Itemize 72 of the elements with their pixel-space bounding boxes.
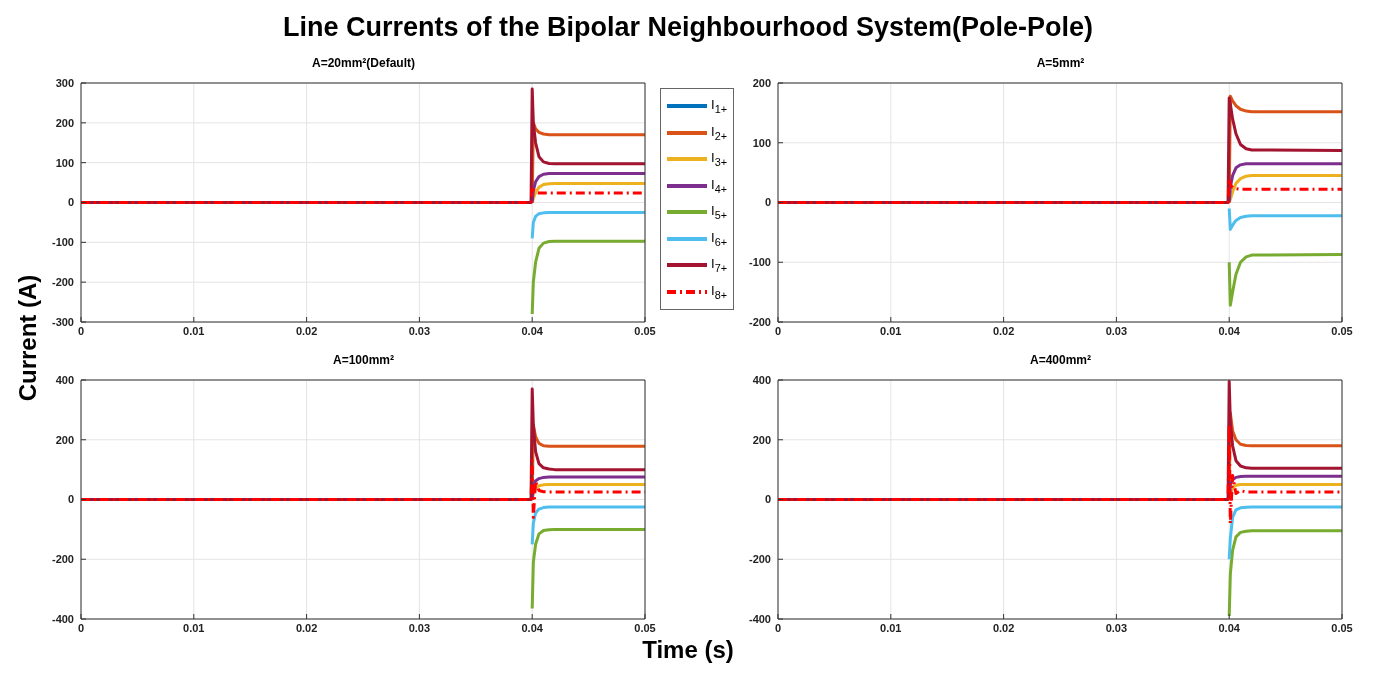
- y-tick-label: 200: [55, 116, 74, 129]
- legend-label: I$_{5+}$: [711, 203, 727, 222]
- x-tick-label: 0.05: [1331, 621, 1353, 634]
- y-tick-label: -200: [51, 553, 74, 566]
- x-tick-label: 0: [774, 621, 782, 634]
- y-tick-label: 0: [764, 196, 771, 209]
- y-tick-label: 400: [752, 373, 771, 386]
- y-tick-label: -100: [748, 256, 771, 269]
- y-tick-label: 400: [55, 373, 74, 386]
- x-tick-label: 0.03: [1105, 621, 1128, 634]
- x-tick-label: 0.04: [521, 324, 544, 337]
- line-series: [81, 185, 645, 204]
- line-series: [778, 177, 1342, 204]
- line-series: [1227, 206, 1342, 231]
- chart-title: Line Currents of the Bipolar Neighbourhood System(Pole-Pole): [281, 12, 1095, 43]
- y-tick-label: 200: [55, 433, 74, 446]
- x-tick-label: 0.04: [521, 621, 544, 634]
- y-tick-label: -100: [51, 236, 74, 249]
- y-tick-label: -400: [748, 612, 771, 625]
- y-tick-label: 200: [752, 433, 771, 446]
- x-tick-label: 0.01: [183, 621, 205, 634]
- line-series: [778, 423, 1342, 525]
- x-tick-label: 0.02: [295, 621, 318, 634]
- legend-label: I$_{2+}$: [711, 123, 727, 142]
- x-tick-label: 0.02: [992, 324, 1015, 337]
- y-axis-title: Current (A): [14, 274, 42, 402]
- line-series: [1227, 505, 1342, 561]
- x-tick-label: 0.05: [634, 324, 656, 337]
- y-tick-label: 100: [55, 156, 74, 169]
- legend-label: I$_{8+}$: [711, 282, 727, 301]
- x-tick-label: 0: [77, 324, 85, 337]
- x-tick-label: 0.05: [1331, 324, 1353, 337]
- chart-title: A=5mm²: [1035, 56, 1086, 70]
- y-tick-label: 0: [67, 196, 74, 209]
- y-tick-label: 100: [752, 136, 771, 149]
- x-tick-label: 0.03: [408, 621, 431, 634]
- chart-title: A=100mm²: [332, 353, 395, 367]
- x-tick-label: 0.02: [992, 621, 1015, 634]
- y-tick-label: 300: [55, 76, 74, 89]
- y-tick-label: 0: [764, 493, 771, 506]
- chart-subtitle: A=20mm²(Default): [311, 56, 416, 70]
- chart-title: A=400mm²: [1029, 353, 1092, 367]
- legend-label: I$_{6+}$: [711, 229, 727, 248]
- line-series: [530, 239, 645, 316]
- legend-label: I$_{4+}$: [711, 176, 727, 195]
- x-tick-label: 0.03: [408, 324, 431, 337]
- x-tick-label: 0.04: [1218, 621, 1241, 634]
- x-tick-label: 0.01: [183, 324, 205, 337]
- x-tick-label: 0.03: [1105, 324, 1128, 337]
- x-tick-label: 0.04: [1218, 324, 1241, 337]
- line-series: [1227, 252, 1342, 307]
- y-tick-label: 200: [752, 76, 771, 89]
- line-series: [530, 527, 645, 611]
- x-axis-title: Time (s): [641, 636, 735, 664]
- legend-label: I$_{7+}$: [711, 256, 727, 275]
- y-tick-label: -300: [51, 315, 74, 328]
- x-tick-label: 0.02: [295, 324, 318, 337]
- x-tick-label: 0: [774, 324, 782, 337]
- line-series: [530, 505, 645, 546]
- x-tick-label: 0.01: [880, 324, 902, 337]
- y-tick-label: -200: [748, 553, 771, 566]
- x-tick-label: 0.01: [880, 621, 902, 634]
- x-tick-label: 0: [77, 621, 85, 634]
- line-series: [1227, 529, 1342, 618]
- x-tick-label: 0.05: [634, 621, 656, 634]
- legend-label: I$_{3+}$: [711, 150, 727, 169]
- legend-label: I$_{1+}$: [711, 97, 727, 116]
- y-tick-label: -200: [51, 276, 74, 289]
- line-series: [530, 210, 645, 240]
- y-tick-label: 0: [67, 493, 74, 506]
- y-tick-label: -200: [748, 315, 771, 328]
- y-tick-label: -400: [51, 612, 74, 625]
